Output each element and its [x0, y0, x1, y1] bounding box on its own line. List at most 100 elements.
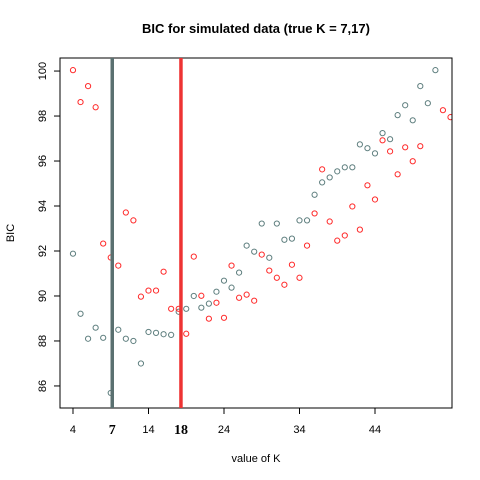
- y-tick-label: 88: [37, 335, 49, 347]
- point: [115, 326, 122, 333]
- point: [386, 148, 394, 155]
- reference-label: 7: [109, 423, 116, 438]
- point: [288, 235, 296, 242]
- point: [394, 112, 401, 119]
- point: [258, 251, 265, 258]
- point: [424, 100, 431, 107]
- plot-frame: [59, 57, 453, 409]
- point: [394, 171, 401, 178]
- point: [160, 331, 167, 338]
- y-tick-label: 90: [37, 290, 49, 302]
- point: [205, 315, 212, 322]
- point: [183, 330, 190, 337]
- point: [356, 226, 363, 233]
- point: [273, 220, 280, 227]
- point: [296, 274, 303, 281]
- point: [122, 335, 129, 342]
- point: [349, 203, 356, 210]
- point: [190, 253, 197, 260]
- reference-label: 18: [174, 423, 188, 438]
- point: [100, 334, 107, 341]
- point: [364, 145, 371, 152]
- point: [69, 67, 77, 74]
- point: [198, 304, 205, 311]
- y-tick-label: 86: [37, 380, 49, 392]
- y-tick-label: 96: [37, 155, 49, 167]
- point: [220, 277, 228, 284]
- point: [326, 174, 333, 181]
- y-tick-label: 94: [37, 200, 49, 212]
- point: [334, 168, 341, 175]
- point: [228, 262, 235, 269]
- point: [213, 288, 220, 295]
- point: [417, 143, 424, 150]
- point: [417, 83, 424, 90]
- x-axis-label: value of K: [232, 453, 282, 465]
- point: [402, 144, 409, 151]
- point: [168, 305, 175, 312]
- point: [379, 130, 386, 137]
- point: [341, 232, 348, 239]
- point: [409, 158, 416, 165]
- point: [447, 114, 452, 121]
- point: [319, 166, 326, 173]
- point: [281, 281, 288, 288]
- point: [77, 310, 84, 317]
- point: [198, 292, 205, 299]
- point: [183, 305, 190, 312]
- point: [235, 294, 243, 301]
- point: [334, 237, 341, 244]
- y-tick-label: 100: [37, 62, 49, 80]
- plot-area: [69, 67, 452, 397]
- point: [137, 360, 145, 367]
- point: [341, 164, 348, 171]
- point: [84, 335, 92, 342]
- point: [168, 331, 175, 338]
- point: [356, 141, 363, 148]
- point: [371, 150, 379, 157]
- point: [92, 104, 99, 111]
- point: [273, 274, 280, 281]
- point: [258, 220, 265, 227]
- point: [205, 300, 212, 307]
- point: [84, 83, 92, 90]
- y-tick-label: 92: [37, 245, 49, 257]
- point: [115, 262, 122, 269]
- point: [409, 117, 416, 124]
- point: [303, 217, 311, 224]
- x-tick-label: 4: [70, 424, 76, 436]
- point: [235, 269, 243, 276]
- point: [402, 102, 409, 109]
- point: [288, 261, 296, 268]
- point: [311, 210, 318, 217]
- x-tick-label: 34: [293, 424, 305, 436]
- point: [160, 268, 167, 275]
- point: [190, 292, 197, 300]
- x-tick-label: 44: [369, 424, 381, 436]
- point: [432, 67, 439, 74]
- point: [364, 182, 371, 189]
- point: [371, 196, 379, 203]
- point: [137, 293, 145, 300]
- point: [319, 179, 326, 186]
- point: [152, 329, 160, 336]
- point: [92, 324, 99, 331]
- point: [379, 137, 386, 144]
- point: [77, 98, 84, 106]
- point: [303, 242, 311, 249]
- point: [145, 328, 152, 336]
- point: [281, 236, 288, 243]
- point: [311, 191, 318, 198]
- x-tick-label: 14: [142, 424, 154, 436]
- point: [296, 217, 303, 224]
- point: [349, 164, 356, 171]
- point: [130, 337, 137, 345]
- point: [439, 107, 447, 114]
- point: [145, 287, 152, 294]
- y-tick-label: 98: [37, 110, 49, 122]
- y-axis-label: BIC: [5, 224, 17, 242]
- point: [220, 314, 228, 321]
- point: [228, 284, 235, 291]
- point: [213, 299, 220, 306]
- point: [100, 240, 107, 247]
